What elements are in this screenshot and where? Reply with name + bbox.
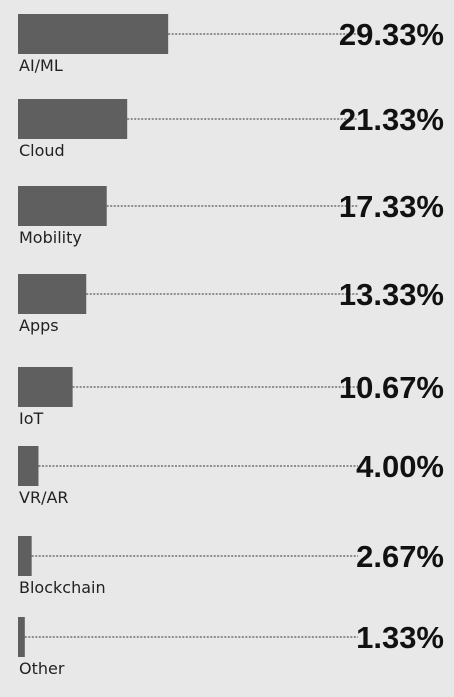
category-label-cloud: Cloud xyxy=(19,141,65,160)
bar-blockchain xyxy=(18,536,32,576)
value-label-ai-ml: 29.33% xyxy=(339,17,444,52)
value-label-blockchain: 2.67% xyxy=(356,539,444,574)
category-label-apps: Apps xyxy=(19,316,59,335)
value-label-mobility: 17.33% xyxy=(339,189,444,224)
bar-cloud xyxy=(18,99,128,139)
category-label-other: Other xyxy=(19,659,65,678)
bar-apps xyxy=(18,274,87,314)
value-label-other: 1.33% xyxy=(356,620,444,655)
bar-vr-ar xyxy=(18,446,39,486)
value-label-vr-ar: 4.00% xyxy=(356,449,444,484)
category-label-blockchain: Blockchain xyxy=(19,578,106,597)
bar-mobility xyxy=(18,186,107,226)
category-label-ai-ml: AI/ML xyxy=(19,56,63,75)
value-label-apps: 13.33% xyxy=(339,277,444,312)
bar-iot xyxy=(18,367,73,407)
value-label-cloud: 21.33% xyxy=(339,102,444,137)
category-label-iot: IoT xyxy=(19,409,44,428)
category-label-mobility: Mobility xyxy=(19,228,82,247)
bar-ai-ml xyxy=(18,14,169,54)
category-label-vr-ar: VR/AR xyxy=(19,488,69,507)
value-label-iot: 10.67% xyxy=(339,370,444,405)
bar-other xyxy=(18,617,25,657)
